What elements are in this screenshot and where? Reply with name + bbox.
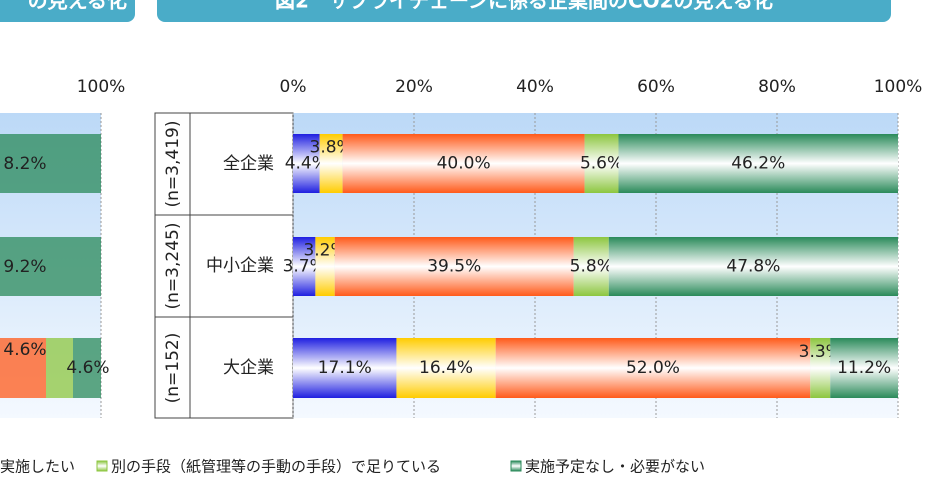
bar-segment [293, 338, 397, 398]
sample-size: (n=152) [163, 333, 183, 404]
x-tick-label: 100% [874, 77, 923, 97]
value-label: 17.1% [318, 358, 372, 378]
category-table [154, 112, 294, 419]
category-label: 大企業 [223, 358, 274, 378]
value-label: 5.6% [580, 154, 623, 174]
bar-segment [618, 134, 898, 193]
annotation: 4.6% [3, 340, 46, 360]
bar-segment [293, 237, 316, 296]
sample-size: (n=3,245) [163, 223, 183, 310]
x-tick-label: 0% [280, 77, 307, 97]
value-label: 47.8% [726, 257, 780, 277]
value-label: 3.8% [310, 138, 353, 158]
bar-segment [342, 134, 585, 193]
x-tick-label: 100% [77, 77, 126, 97]
left-title: の見える化 [28, 0, 127, 13]
bar-segment [396, 338, 496, 398]
bar-segment [608, 237, 898, 296]
value-label: 5.8% [570, 257, 613, 277]
bar-segment [573, 237, 609, 296]
legend-label: 別の手段（紙管理等の手動の手段）で足りている [111, 458, 441, 476]
value-label: 3.7% [283, 257, 326, 277]
annotation: 9.2% [3, 257, 46, 277]
category-label: 全企業 [223, 154, 274, 174]
value-label: 4.4% [285, 154, 328, 174]
bar-segment [810, 338, 831, 398]
bar-fragment [73, 338, 101, 398]
bar-segment [319, 134, 343, 193]
bar-fragment [0, 338, 46, 398]
bar-fragment [0, 134, 101, 193]
chart-title: 図2 サプライチェーンに係る企業間のCO2の見える化 [275, 0, 773, 13]
bar-segment [584, 134, 619, 193]
value-label: 11.2% [837, 358, 891, 378]
value-label: 16.4% [419, 358, 473, 378]
x-tick-label: 80% [758, 77, 796, 97]
x-tick-label: 60% [637, 77, 675, 97]
x-tick-label: 40% [516, 77, 554, 97]
bar-fragment [46, 338, 73, 398]
bar-segment [830, 338, 898, 398]
value-label: 40.0% [437, 154, 491, 174]
bar-segment [334, 237, 574, 296]
annotation: 4.6% [66, 358, 109, 378]
bar-segment [315, 237, 335, 296]
sample-size: (n=3,419) [163, 121, 183, 208]
bar-segment [495, 338, 811, 398]
bar-segment [293, 134, 320, 193]
title-box [157, 0, 891, 22]
legend-label: 実施予定なし・必要がない [525, 458, 705, 476]
x-tick-label: 20% [395, 77, 433, 97]
legend-swatch [510, 460, 522, 472]
value-label: 46.2% [731, 154, 785, 174]
left-title-box [0, 0, 135, 22]
legend-swatch [96, 460, 108, 472]
value-label: 39.5% [427, 257, 481, 277]
category-label: 中小企業 [206, 256, 274, 276]
legend-label: 実施したい [0, 458, 75, 476]
annotation: 8.2% [3, 154, 46, 174]
value-label: 52.0% [626, 358, 680, 378]
bar-fragment [0, 237, 101, 296]
